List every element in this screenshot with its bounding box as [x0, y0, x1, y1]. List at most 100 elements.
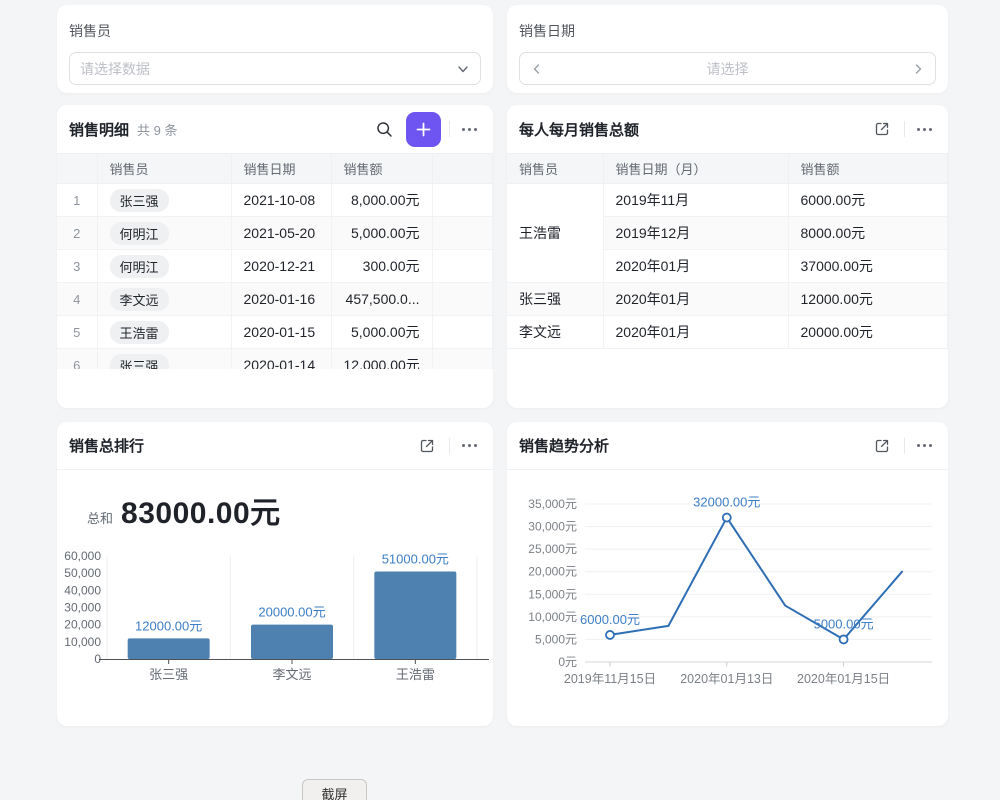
- table-row[interactable]: 5 王浩雷 2020-01-15 5,000.00元: [57, 315, 493, 349]
- salesperson-cell[interactable]: 张三强: [507, 282, 604, 316]
- amount-cell[interactable]: 12,000.00元: [331, 348, 433, 369]
- more-menu-icon[interactable]: [913, 440, 936, 451]
- ranking-bar-chart[interactable]: 0 10,000 20,000 30,000 40,000 50,000 60,000 120…: [57, 540, 493, 705]
- chevron-left-icon[interactable]: [530, 62, 544, 76]
- svg-text:5000.00元: 5000.00元: [814, 616, 874, 631]
- table-row[interactable]: 李文远 2020年01月 20000.00元: [507, 315, 948, 349]
- row-number: 3: [57, 249, 98, 283]
- salesperson-filter-label: 销售员: [69, 23, 111, 39]
- add-record-button[interactable]: [406, 111, 441, 147]
- date-cell[interactable]: 2020-01-14: [231, 348, 332, 369]
- column-header: 销售日期: [231, 153, 332, 184]
- table-row[interactable]: 王浩雷 2019年11月 6000.00元: [507, 183, 948, 283]
- more-menu-icon[interactable]: [458, 440, 481, 451]
- amount-cell[interactable]: 8,000.00元: [331, 183, 433, 217]
- sales-trend-title: 销售趋势分析: [519, 438, 610, 455]
- summary-value: 83000.00元: [121, 497, 281, 530]
- column-header: 销售额: [788, 153, 948, 184]
- svg-text:20000.00元: 20000.00元: [258, 605, 325, 620]
- salesperson-cell[interactable]: 王浩雷: [97, 315, 232, 349]
- expand-icon[interactable]: [868, 432, 896, 460]
- table-row[interactable]: 2019年12月 8000.00元: [507, 216, 948, 250]
- salesperson-cell[interactable]: 李文远: [507, 315, 604, 349]
- date-cell[interactable]: 2020-01-15: [231, 315, 332, 349]
- amount-cell[interactable]: 6000.00元: [788, 183, 948, 217]
- salesperson-cell[interactable]: 李文远: [97, 282, 232, 316]
- salesperson-cell[interactable]: 何明江: [97, 249, 232, 283]
- row-number: 5: [57, 315, 98, 349]
- svg-text:30,000元: 30,000元: [528, 520, 577, 534]
- sales-date-filter-card: 销售日期 请选择: [507, 5, 948, 93]
- salesperson-tag: 张三强: [109, 188, 169, 212]
- plus-icon: [416, 122, 431, 136]
- column-header: 销售日期（月）: [603, 153, 789, 184]
- salesperson-tag: 张三强: [109, 353, 169, 369]
- month-cell[interactable]: 2020年01月: [603, 282, 789, 316]
- svg-text:20,000: 20,000: [64, 618, 101, 632]
- amount-cell[interactable]: 8000.00元: [788, 216, 948, 250]
- sales-trend-card: 销售趋势分析 0元 5,000元 10,000元 15,000元 20,000元 25,0…: [507, 422, 948, 726]
- date-cell[interactable]: 2021-10-08: [231, 183, 332, 217]
- salesperson-cell[interactable]: 张三强: [97, 183, 232, 217]
- table-row[interactable]: 1 张三强 2021-10-08 8,000.00元: [57, 183, 493, 217]
- month-cell[interactable]: 2019年11月: [603, 183, 789, 217]
- summary-label: 总和: [87, 511, 114, 526]
- svg-text:32000.00元: 32000.00元: [693, 495, 760, 510]
- salesperson-tag: 李文远: [109, 287, 169, 311]
- screenshot-button[interactable]: 截屏: [302, 779, 367, 800]
- date-cell[interactable]: 2020-01-16: [231, 282, 332, 316]
- salesperson-cell[interactable]: 何明江: [97, 216, 232, 250]
- trend-line-chart[interactable]: 0元 5,000元 10,000元 15,000元 20,000元 25,000元 30,0…: [507, 477, 948, 725]
- svg-text:2019年11月15日: 2019年11月15日: [564, 672, 656, 686]
- salesperson-select-placeholder: 请选择数据: [80, 60, 150, 77]
- divider: [904, 121, 905, 137]
- expand-icon[interactable]: [413, 432, 441, 460]
- screenshot-button-label: 截屏: [321, 787, 348, 800]
- svg-text:30,000: 30,000: [64, 601, 101, 615]
- salesperson-tag: 王浩雷: [109, 320, 169, 344]
- row-number: 1: [57, 183, 98, 217]
- amount-cell[interactable]: 457,500.0...: [331, 282, 433, 316]
- date-cell[interactable]: 2020-12-21: [231, 249, 332, 283]
- divider: [449, 121, 450, 137]
- svg-text:张三强: 张三强: [149, 667, 188, 682]
- amount-cell[interactable]: 5,000.00元: [331, 216, 433, 250]
- svg-text:李文远: 李文远: [272, 667, 311, 682]
- ranking-summary: 总和 83000.00元: [87, 488, 481, 532]
- sales-date-picker[interactable]: 请选择: [519, 52, 936, 85]
- more-menu-icon[interactable]: [913, 124, 936, 135]
- chevron-right-icon[interactable]: [911, 62, 925, 76]
- sales-detail-count: 共 9 条: [137, 122, 178, 138]
- row-number: 2: [57, 216, 98, 250]
- search-icon[interactable]: [370, 115, 398, 143]
- table-row[interactable]: 3 何明江 2020-12-21 300.00元: [57, 249, 493, 283]
- more-menu-icon[interactable]: [458, 124, 481, 135]
- month-cell[interactable]: 2020年01月: [603, 249, 789, 283]
- expand-icon[interactable]: [868, 115, 896, 143]
- column-header: 销售员: [507, 153, 604, 184]
- date-cell[interactable]: 2021-05-20: [231, 216, 332, 250]
- amount-cell[interactable]: 20000.00元: [788, 315, 948, 349]
- salesperson-tag: 何明江: [109, 254, 169, 278]
- divider: [904, 437, 905, 454]
- svg-text:40,000: 40,000: [64, 583, 101, 597]
- row-number: 4: [57, 282, 98, 316]
- salesperson-tag: 何明江: [109, 221, 169, 245]
- amount-cell[interactable]: 12000.00元: [788, 282, 948, 316]
- table-row[interactable]: 张三强 2020年01月 12000.00元: [507, 282, 948, 316]
- table-row[interactable]: 2 何明江 2021-05-20 5,000.00元: [57, 216, 493, 250]
- salesperson-cell[interactable]: 王浩雷: [507, 183, 604, 283]
- amount-cell[interactable]: 300.00元: [331, 249, 433, 283]
- salesperson-cell[interactable]: 张三强: [97, 348, 232, 369]
- table-row[interactable]: 6 张三强 2020-01-14 12,000.00元: [57, 348, 493, 369]
- amount-cell[interactable]: 37000.00元: [788, 249, 948, 283]
- month-cell[interactable]: 2019年12月: [603, 216, 789, 250]
- row-number: 6: [57, 348, 98, 369]
- svg-text:12000.00元: 12000.00元: [135, 618, 202, 633]
- table-row[interactable]: 4 李文远 2020-01-16 457,500.0...: [57, 282, 493, 316]
- monthly-total-card: 每人每月销售总额 销售员 销售日期（月） 销售额 王浩雷 2019年11月 6000.0…: [507, 105, 948, 408]
- month-cell[interactable]: 2020年01月: [603, 315, 789, 349]
- salesperson-select[interactable]: 请选择数据: [69, 52, 481, 85]
- amount-cell[interactable]: 5,000.00元: [331, 315, 433, 349]
- svg-text:51000.00元: 51000.00元: [382, 551, 449, 566]
